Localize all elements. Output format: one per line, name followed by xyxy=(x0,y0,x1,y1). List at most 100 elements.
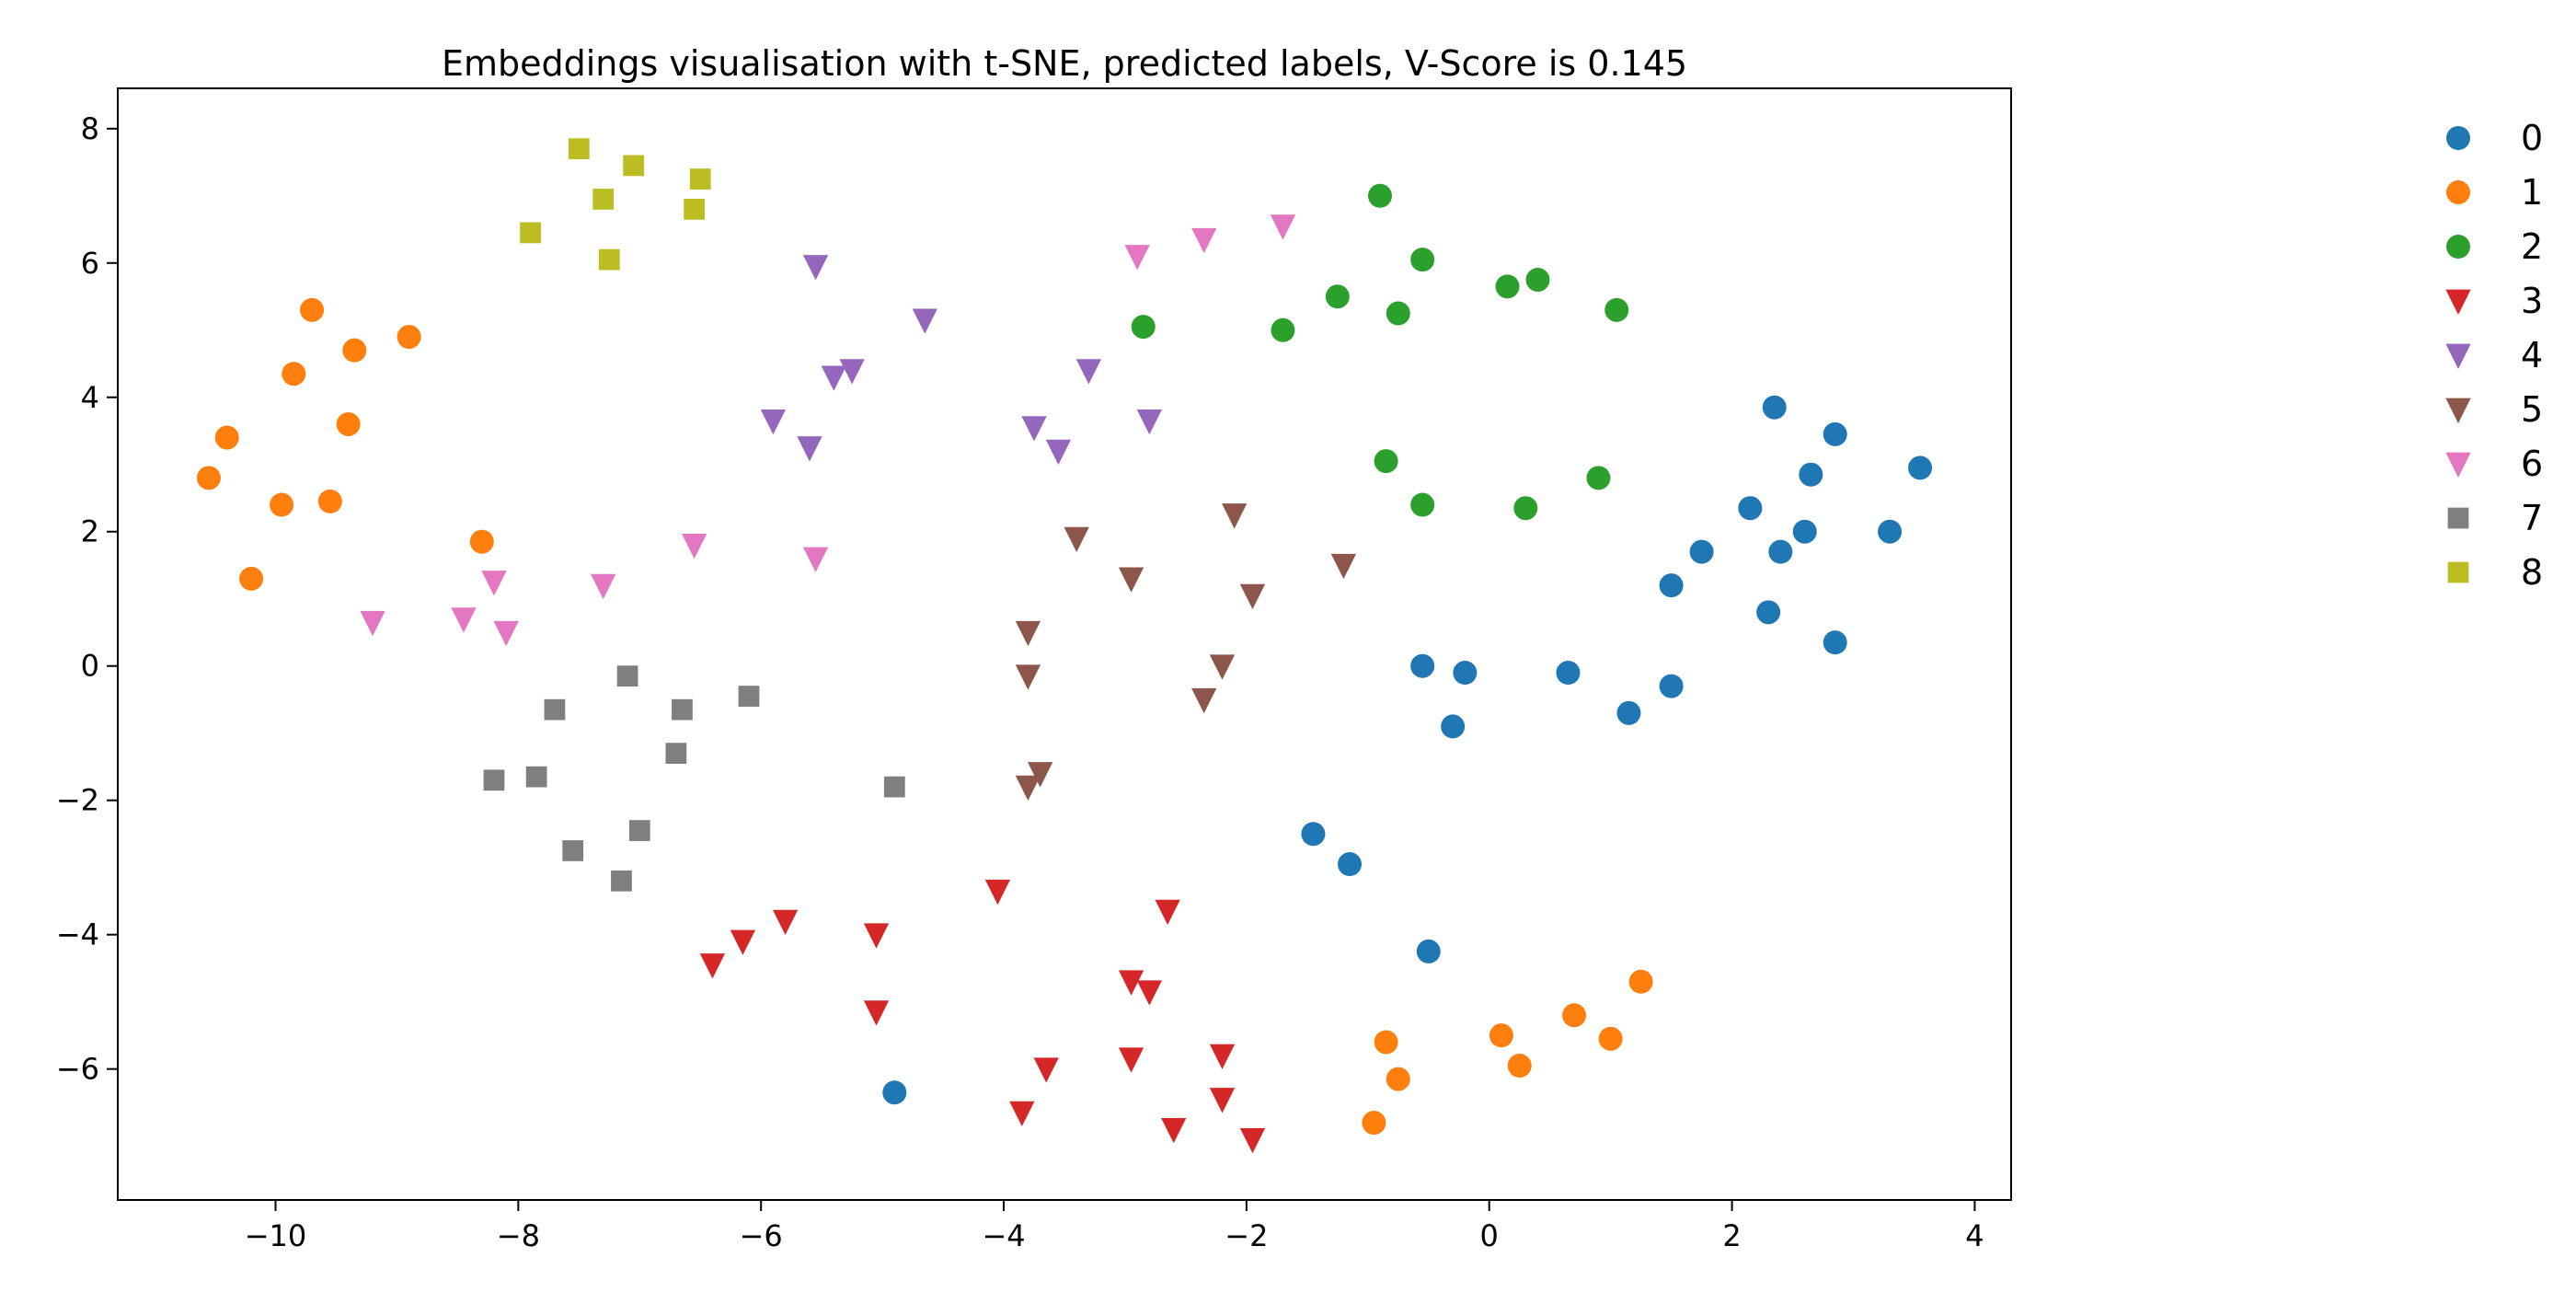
data-point xyxy=(1410,492,1435,517)
series-8 xyxy=(520,138,711,271)
data-point xyxy=(1659,573,1684,598)
data-point xyxy=(1209,654,1236,680)
x-axis: −10 −8 −6 −4 −2 0 2 4 xyxy=(245,1200,1984,1253)
x-tick-label: 2 xyxy=(1722,1218,1741,1253)
series-6 xyxy=(360,214,1296,647)
data-point xyxy=(1525,268,1550,293)
legend-label: 6 xyxy=(2521,444,2543,484)
data-point xyxy=(1792,519,1817,544)
series-4 xyxy=(760,255,1162,466)
data-point xyxy=(1015,775,1041,802)
legend-item-5: 5 xyxy=(2445,389,2543,430)
data-point xyxy=(1556,661,1581,686)
legend-marker xyxy=(2447,561,2469,583)
data-point xyxy=(1362,1111,1386,1136)
series-0 xyxy=(882,395,1933,1105)
y-tick-label: 6 xyxy=(81,246,99,281)
plot-area xyxy=(196,138,1933,1154)
data-point xyxy=(481,571,507,596)
legend: 0 1 2 3 4 5 6 7 8 xyxy=(2445,118,2543,593)
data-point xyxy=(730,929,756,955)
legend-marker xyxy=(2446,180,2470,204)
data-point xyxy=(1908,456,1933,480)
data-point xyxy=(1045,439,1072,466)
data-point xyxy=(1075,359,1102,385)
axes-frame xyxy=(117,87,2012,1201)
data-point xyxy=(1441,714,1466,739)
data-point xyxy=(1659,674,1684,698)
data-point xyxy=(592,189,615,210)
data-point xyxy=(863,923,890,949)
x-tick-label: −6 xyxy=(740,1218,783,1253)
data-point xyxy=(684,199,706,220)
data-point xyxy=(1161,1118,1187,1144)
data-point xyxy=(270,492,294,517)
data-point xyxy=(1015,664,1041,690)
legend-item-7: 7 xyxy=(2447,498,2543,538)
data-point xyxy=(863,1000,890,1026)
data-point xyxy=(882,1080,907,1105)
legend-item-3: 3 xyxy=(2445,281,2543,321)
data-point xyxy=(1756,600,1781,625)
data-point xyxy=(821,365,846,391)
data-point xyxy=(1338,852,1363,877)
y-tick-label: −2 xyxy=(56,783,99,818)
data-point xyxy=(1021,416,1047,442)
data-point xyxy=(483,769,505,791)
data-point xyxy=(1453,661,1478,686)
data-point xyxy=(839,359,865,385)
y-tick-label: −6 xyxy=(56,1052,99,1087)
data-point xyxy=(665,743,687,764)
x-tick-label: −8 xyxy=(497,1218,540,1253)
data-point xyxy=(239,566,264,591)
legend-marker xyxy=(2447,507,2469,529)
legend-label: 4 xyxy=(2521,335,2543,375)
chart-title: Embeddings visualisation with t-SNE, pre… xyxy=(442,43,1687,84)
data-point xyxy=(1270,214,1296,240)
data-point xyxy=(544,698,566,721)
legend-label: 3 xyxy=(2521,281,2543,321)
data-point xyxy=(300,297,325,322)
data-point xyxy=(699,953,726,979)
data-point xyxy=(1325,284,1350,309)
data-point xyxy=(1239,583,1266,610)
data-point xyxy=(525,766,547,788)
data-point xyxy=(1368,183,1392,208)
data-point xyxy=(738,686,760,707)
legend-marker xyxy=(2445,452,2471,478)
data-point xyxy=(1628,969,1653,994)
y-tick-label: −4 xyxy=(56,917,99,952)
legend-label: 5 xyxy=(2521,389,2543,430)
data-point xyxy=(1616,700,1641,725)
data-point xyxy=(611,870,632,892)
data-point xyxy=(1604,297,1629,322)
series-5 xyxy=(1015,503,1357,802)
x-tick-label: −4 xyxy=(982,1218,1025,1253)
data-point xyxy=(214,425,239,450)
data-point xyxy=(1823,421,1847,446)
data-point xyxy=(591,573,616,600)
data-point xyxy=(1562,1003,1587,1028)
legend-item-2: 2 xyxy=(2446,226,2543,267)
legend-marker xyxy=(2446,235,2470,259)
legend-label: 0 xyxy=(2521,118,2543,158)
legend-item-8: 8 xyxy=(2447,552,2543,593)
data-point xyxy=(1416,939,1441,963)
data-point xyxy=(1768,539,1793,564)
data-point xyxy=(1027,762,1053,788)
y-axis: −6 −4 −2 0 2 4 6 8 xyxy=(56,111,118,1087)
data-point xyxy=(802,255,829,281)
data-point xyxy=(1489,1023,1513,1048)
data-point xyxy=(469,529,494,554)
data-point xyxy=(802,547,829,572)
data-point xyxy=(1386,1067,1410,1091)
data-point xyxy=(1239,1127,1266,1154)
data-point xyxy=(598,248,620,271)
data-point xyxy=(1131,315,1156,340)
data-point xyxy=(1033,1057,1059,1083)
data-point xyxy=(493,620,519,647)
legend-label: 1 xyxy=(2521,172,2543,213)
legend-item-6: 6 xyxy=(2445,444,2543,484)
